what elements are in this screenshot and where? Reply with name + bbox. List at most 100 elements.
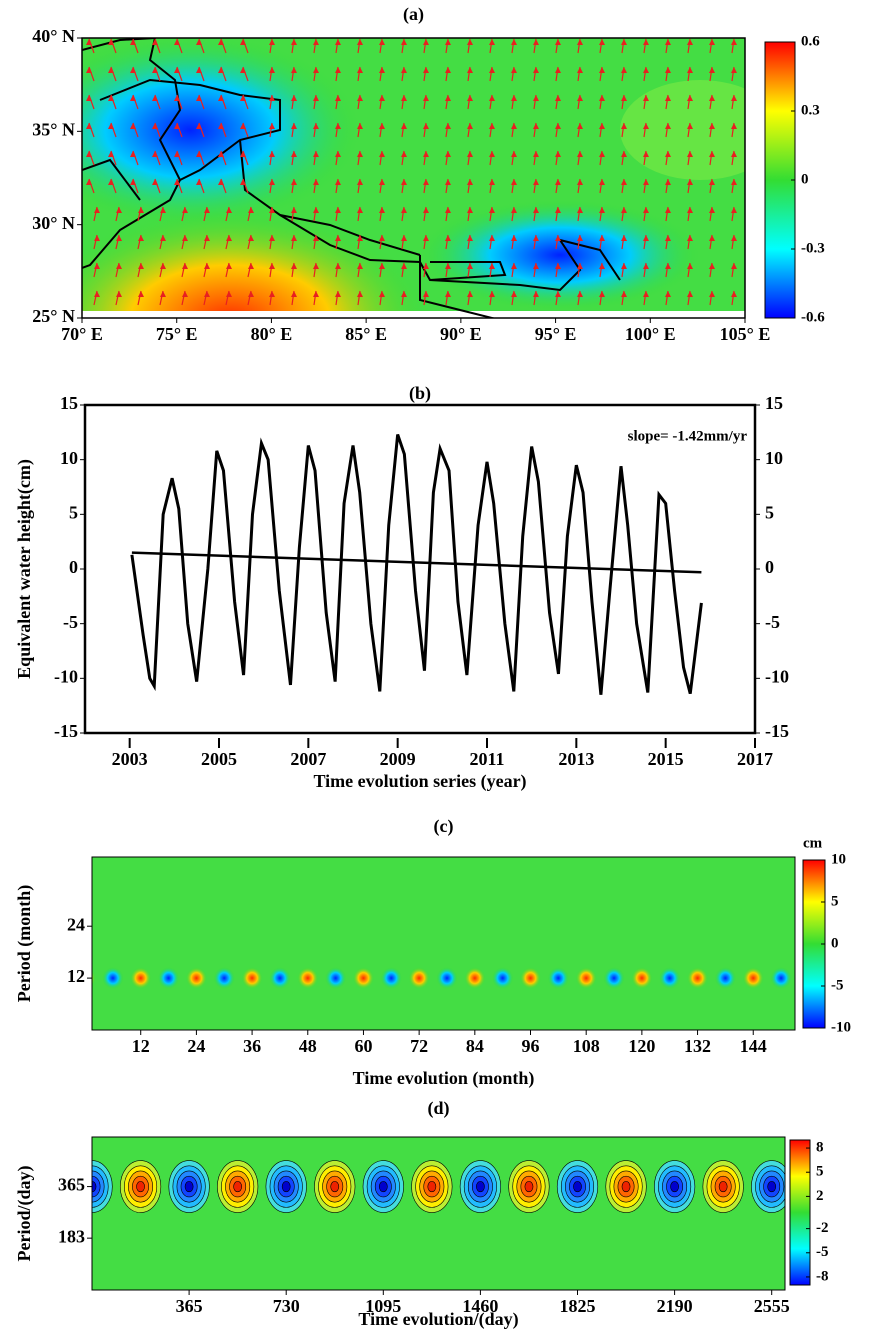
y-tick-label: 365 xyxy=(58,1175,85,1195)
y2-tick-label: 10 xyxy=(765,448,783,468)
anomaly-blob xyxy=(714,967,736,990)
y-tick-label: 12 xyxy=(67,966,85,986)
wind-arrow-head xyxy=(138,291,144,297)
y-axis-label: Period (month) xyxy=(14,885,35,1002)
wind-arrow-head xyxy=(599,235,605,241)
wind-arrow-head xyxy=(269,95,275,101)
y2-tick-label: 5 xyxy=(765,502,774,522)
y-tick-label: 10 xyxy=(60,448,78,468)
wind-arrow-head xyxy=(269,39,275,45)
wind-arrow-head xyxy=(269,207,275,213)
wind-arrow-head xyxy=(489,67,495,73)
wind-arrow-head xyxy=(445,95,451,101)
wind-arrow-head xyxy=(423,235,429,241)
anomaly-blob xyxy=(92,969,96,987)
wind-arrow-head xyxy=(174,39,180,45)
wind-arrow-head xyxy=(226,263,232,269)
wind-arrow-head xyxy=(687,207,693,213)
anomaly-blob xyxy=(631,967,653,990)
wind-arrow-head xyxy=(511,123,517,129)
wind-arrow-head xyxy=(291,39,297,45)
wind-arrow-head xyxy=(108,67,114,73)
wind-arrow-head xyxy=(130,151,136,157)
plot-frame xyxy=(83,403,757,735)
y-tick-label: 30° N xyxy=(32,213,75,233)
wind-arrow-head xyxy=(335,263,341,269)
wind-arrow-head xyxy=(665,39,671,45)
x-tick-label: 2017 xyxy=(737,749,773,769)
wind-arrow-head xyxy=(467,207,473,213)
contour xyxy=(670,1181,679,1193)
wind-arrow-head xyxy=(555,123,561,129)
x-tick-label: 80° E xyxy=(251,324,293,344)
wind-arrow-head xyxy=(731,263,737,269)
anomaly-blob xyxy=(492,967,514,990)
x-tick-label: 84 xyxy=(466,1036,484,1056)
wind-arrow-head xyxy=(269,123,275,129)
wind-arrow-head xyxy=(108,179,114,185)
wind-arrow-head xyxy=(138,235,144,241)
wind-arrow-head xyxy=(401,235,407,241)
wind-arrow-head xyxy=(116,207,122,213)
wind-arrow-head xyxy=(665,123,671,129)
wind-arrow-head xyxy=(357,291,363,297)
wind-arrow-head xyxy=(108,39,114,45)
contour xyxy=(718,1181,728,1193)
wind-arrow-head xyxy=(687,95,693,101)
wind-arrow-head xyxy=(467,123,473,129)
wind-arrow-head xyxy=(160,263,166,269)
wind-arrow-head xyxy=(240,67,246,73)
panel-title: (d) xyxy=(428,1098,450,1119)
wind-arrow-head xyxy=(577,235,583,241)
wind-arrow-head xyxy=(379,95,385,101)
wind-arrow-head xyxy=(160,207,166,213)
wind-arrow-head xyxy=(248,263,254,269)
contour xyxy=(524,1181,534,1193)
x-tick-label: 100° E xyxy=(625,324,676,344)
wind-arrow-head xyxy=(731,235,737,241)
wind-arrow-head xyxy=(423,291,429,297)
x-tick-label: 1825 xyxy=(559,1296,595,1316)
wind-arrow-head xyxy=(218,123,224,129)
wind-arrow-head xyxy=(511,39,517,45)
colorbar-tick-label: 5 xyxy=(816,1164,824,1180)
y2-tick-label: 15 xyxy=(765,393,783,413)
wind-arrow-head xyxy=(621,235,627,241)
wind-arrow-head xyxy=(94,263,100,269)
x-tick-label: 132 xyxy=(684,1036,711,1056)
anomaly-blob xyxy=(241,967,263,990)
wind-arrow-head xyxy=(709,179,715,185)
x-tick-label: 95° E xyxy=(535,324,577,344)
wind-arrow-head xyxy=(357,235,363,241)
wind-arrow-head xyxy=(577,263,583,269)
anomaly-blob xyxy=(659,967,681,990)
wind-arrow-head xyxy=(86,67,92,73)
wind-arrow-head xyxy=(196,123,202,129)
wind-arrow-head xyxy=(511,151,517,157)
y-tick-label: 25° N xyxy=(32,306,75,326)
wind-arrow-head xyxy=(599,263,605,269)
trend-line xyxy=(131,551,702,574)
wind-arrow-head xyxy=(621,67,627,73)
wind-arrow-head xyxy=(577,291,583,297)
wind-arrow-head xyxy=(511,263,517,269)
x-tick-label: 12 xyxy=(132,1036,150,1056)
x-tick-label: 2013 xyxy=(558,749,594,769)
wind-arrow-head xyxy=(555,263,561,269)
wind-arrow-head xyxy=(445,123,451,129)
wind-arrow-head xyxy=(533,39,539,45)
colorbar-tick-label: 8 xyxy=(816,1139,824,1155)
wind-arrow-head xyxy=(665,263,671,269)
wind-arrow-head xyxy=(467,179,473,185)
x-tick-label: 120 xyxy=(628,1036,655,1056)
wind-arrow-head xyxy=(379,123,385,129)
wind-arrow-head xyxy=(269,67,275,73)
contour xyxy=(476,1181,485,1193)
wind-arrow-head xyxy=(709,151,715,157)
wind-arrow-head xyxy=(533,263,539,269)
y-tick-label: 40° N xyxy=(32,26,75,46)
wind-arrow-head xyxy=(174,179,180,185)
y-tick-label: -10 xyxy=(54,666,78,686)
x-tick-label: 72 xyxy=(410,1036,428,1056)
wind-arrow-head xyxy=(687,123,693,129)
